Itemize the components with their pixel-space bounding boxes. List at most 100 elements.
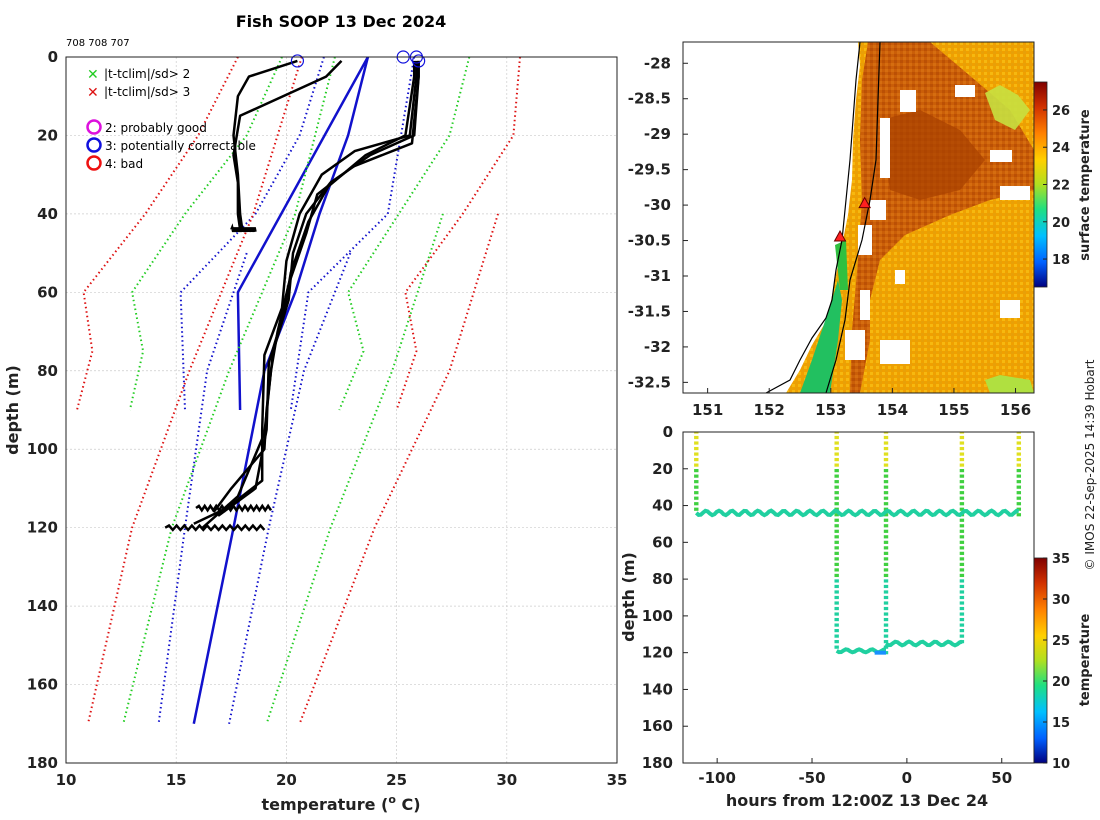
sst-cooler-patch-south [985, 375, 1034, 393]
section-cast-sample [959, 551, 965, 555]
profile-ytick-label: 120 [27, 519, 58, 537]
section-cast-sample [883, 640, 889, 644]
section-cast-sample [834, 557, 839, 561]
temperature-colorbar-ticks: 10 15 20 25 30 35 [1043, 552, 1070, 772]
section-cast-sample [883, 551, 889, 555]
ship-track-line [825, 42, 881, 393]
imos-credit: © IMOS 22-Sep-2025 14:39 Hobart [1083, 359, 1097, 570]
sst-colorbar-ticks: 18 20 22 24 26 [1043, 104, 1070, 268]
section-cast-sample [883, 573, 889, 578]
section-cast-sample [959, 595, 965, 600]
section-cast-sample [694, 480, 699, 484]
profile-series-xbt-6 [201, 60, 420, 529]
section-xlabel: hours from 12:00Z 13 Dec 24 [726, 791, 988, 810]
section-cast-sample [834, 529, 839, 533]
section-cast-sample [959, 606, 965, 611]
section-cast-sample [834, 645, 839, 649]
section-cast-sample [834, 612, 839, 616]
section-cast-sample [883, 513, 889, 517]
section-cast-sample [834, 463, 839, 467]
section-cast-sample [1016, 474, 1022, 478]
section-cast-sample [834, 595, 839, 600]
section-cast-sample [959, 584, 965, 589]
section-cast-sample [883, 529, 889, 533]
section-cast-sample [959, 432, 965, 434]
section-cast-sample [834, 513, 839, 517]
profile-lines [76, 57, 521, 725]
section-cast-sample [834, 452, 839, 456]
profile-series-xbt-1 [232, 59, 298, 230]
section-cast-sample [959, 540, 965, 544]
section-cast-sample [883, 535, 889, 539]
profile-ytick-label: 180 [27, 754, 58, 772]
section-cast-sample [1016, 452, 1022, 456]
section-cast-sample [883, 623, 889, 627]
profile-series-xbt-5 [217, 60, 416, 517]
section-cast-sample [883, 524, 889, 528]
section-ytick-label: 80 [652, 570, 673, 588]
section-cast-sample [834, 562, 839, 566]
section-cast-sample [834, 480, 839, 484]
section-cast-sample [834, 524, 839, 528]
section-cast-sample [834, 590, 839, 594]
profile-ylabel: depth (m) [3, 365, 22, 455]
section-cast-sample [959, 529, 965, 533]
section-cast-sample [959, 491, 965, 495]
profile-series-xbt-3 [212, 60, 420, 513]
temperature-colorbar-tick-label: 15 [1052, 716, 1070, 731]
profile-ytick-label: 60 [37, 283, 58, 301]
profile-qc-marker [412, 54, 426, 68]
temperature-colorbar [1033, 557, 1048, 764]
profile-ytick-label: 140 [27, 597, 58, 615]
section-cast-sample [834, 441, 839, 445]
section-cast-sample [959, 573, 965, 578]
section-cast-sample [883, 474, 889, 478]
section-cast-sample [834, 623, 839, 627]
section-xtick-label: -50 [798, 769, 825, 787]
section-cast-sample [834, 640, 839, 644]
section-cast-sample [883, 518, 889, 522]
legend-qc4-label: 4: bad [105, 157, 143, 171]
sst-colorbar-tick-label: 22 [1052, 179, 1070, 194]
cloud-mask-gaps [845, 85, 1030, 364]
section-cast-sample [883, 432, 889, 434]
section-cast-sample [959, 612, 965, 616]
section-cast-sample [883, 606, 889, 611]
section-cast-sample [1016, 457, 1022, 462]
profile-series-clim-1sd-right-deep [228, 252, 352, 724]
section-cast-sample [883, 540, 889, 544]
section-cast-sample [834, 606, 839, 611]
section-cast-sample [834, 457, 839, 462]
profile-series-3sd-left [76, 57, 239, 411]
temperature-colorbar-label: temperature [1078, 614, 1093, 707]
section-cast-sample [883, 446, 889, 451]
section-cast-sample [959, 507, 965, 511]
coastline [765, 42, 861, 393]
profile-ytick-label: 100 [27, 440, 58, 458]
section-cast-sample [883, 629, 889, 633]
section-cast-sample [959, 579, 965, 583]
section-cast-sample [834, 435, 839, 440]
section-cast-sample [694, 446, 699, 451]
profile-series-3sd-right [395, 57, 521, 411]
profile-ytick-label: 160 [27, 676, 58, 694]
profile-bottom-hit [164, 523, 266, 532]
profile-ytick-label: 40 [37, 205, 58, 223]
map-xtick-label: 151 [692, 401, 723, 419]
section-cast-sample [834, 540, 839, 544]
profile-series-clim-mean-left [236, 57, 369, 411]
profile-xtick-label: 15 [166, 771, 187, 789]
section-ytick-label: 120 [642, 644, 673, 662]
section-cast-sample [883, 612, 889, 616]
legend-sd3-label: |t-tclim|/sd> 3 [104, 85, 190, 99]
section-cast-sample [959, 502, 965, 506]
section-cast-sample [1016, 441, 1022, 445]
profile-xtick-label: 10 [56, 771, 77, 789]
section-cast-sample [959, 469, 965, 473]
profile-series-xbt-2 [232, 60, 343, 230]
profile-series-2sd-right-deep [265, 213, 444, 725]
section-cast-sample [959, 480, 965, 484]
map-ytick-label: -31 [644, 267, 671, 285]
section-cast-sample [1016, 485, 1022, 489]
section-cast-sample [959, 435, 965, 440]
